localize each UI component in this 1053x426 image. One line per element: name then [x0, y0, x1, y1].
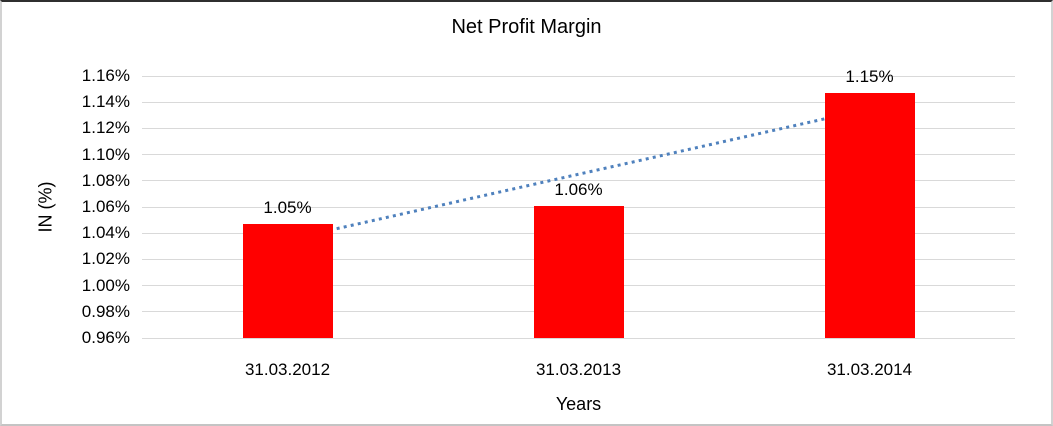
x-axis-title: Years: [555, 394, 602, 414]
chart-title: Net Profit Margin: [451, 16, 602, 38]
bar: [533, 205, 624, 338]
y-tick-label: 1.08%: [81, 170, 130, 190]
plot-area: 1.05% 31.03.2012 1.06% 31.03.2013 1.15% 31.03…: [142, 67, 1015, 379]
trendline: [287, 107, 870, 242]
bar: [824, 93, 915, 338]
gridline: [142, 127, 1015, 129]
y-tick-label: 1.06%: [81, 197, 130, 216]
x-tick-label: 31.03.2012: [244, 360, 331, 379]
data-label: 1.05%: [263, 198, 312, 218]
x-tick-label: 31.03.2014: [826, 360, 913, 379]
gridline: [142, 75, 1015, 77]
y-tick-label: 1.14%: [81, 92, 130, 112]
y-tick-label: 1.00%: [81, 275, 130, 295]
gridline: [142, 180, 1015, 182]
y-tick-label: 0.98%: [81, 301, 130, 321]
y-tick-label: 1.02%: [81, 249, 130, 269]
bar: [242, 224, 333, 338]
y-tick-label: 1.12%: [81, 118, 130, 138]
y-tick-label: 1.04%: [81, 223, 130, 243]
data-label: 1.15%: [845, 67, 894, 87]
x-tick-label: 31.03.2013: [535, 360, 622, 379]
gridline: [142, 154, 1015, 156]
data-label: 1.06%: [554, 179, 603, 199]
y-tick-label: 0.96%: [81, 328, 130, 347]
gridline: [142, 101, 1015, 103]
gridline: [142, 337, 1015, 339]
y-tick-label: 1.10%: [81, 144, 130, 164]
y-tick-label: 1.16%: [81, 66, 130, 85]
